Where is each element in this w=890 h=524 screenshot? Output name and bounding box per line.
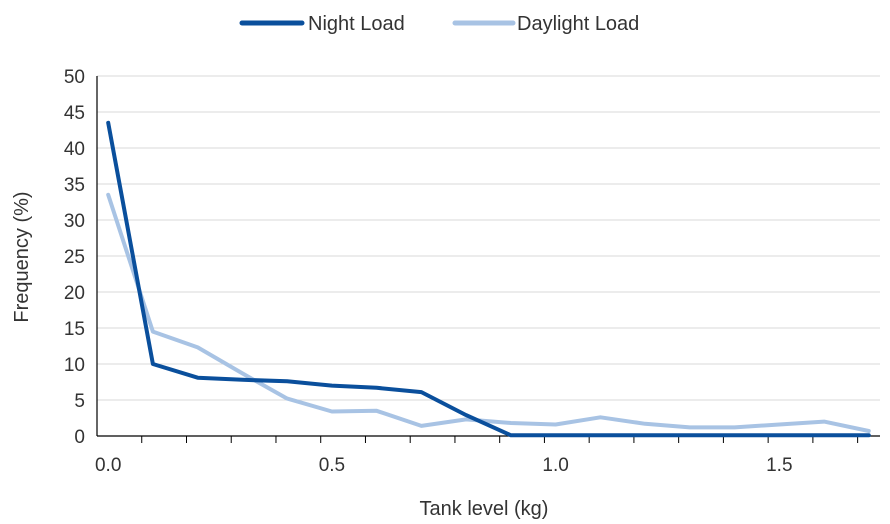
y-tick-label: 40 <box>64 139 85 160</box>
x-tick-label: 1.5 <box>766 455 792 476</box>
series-line-night-load <box>106 120 871 438</box>
gridlines <box>97 75 880 401</box>
y-tick-label: 50 <box>64 67 85 88</box>
y-tick-label: 35 <box>64 175 85 196</box>
x-tick-label: 0.5 <box>319 455 345 476</box>
axes: 0 5 10 15 20 25 30 35 40 45 50 0.0 0.5 1.0 1.5 <box>64 67 880 476</box>
x-tick-label: 0.0 <box>95 455 121 476</box>
y-tick-label: 0 <box>74 427 85 448</box>
y-axis-title: Frequency (%) <box>11 191 33 322</box>
y-tick-label: 25 <box>64 247 85 268</box>
series-line-daylight-load <box>106 192 871 433</box>
plot-lines <box>106 120 871 438</box>
x-axis-title: Tank level (kg) <box>420 498 549 520</box>
y-tick-label: 5 <box>74 391 85 412</box>
y-tick-label: 45 <box>64 103 85 124</box>
x-tick-label: 1.0 <box>542 455 568 476</box>
y-tick-label: 10 <box>64 355 85 376</box>
legend-label: Night Load <box>308 13 405 35</box>
y-tick-label: 15 <box>64 319 85 340</box>
y-tick-label: 20 <box>64 283 85 304</box>
legend-label: Daylight Load <box>517 13 639 35</box>
legend: Night Load Daylight Load <box>239 13 639 35</box>
y-tick-label: 30 <box>64 211 85 232</box>
